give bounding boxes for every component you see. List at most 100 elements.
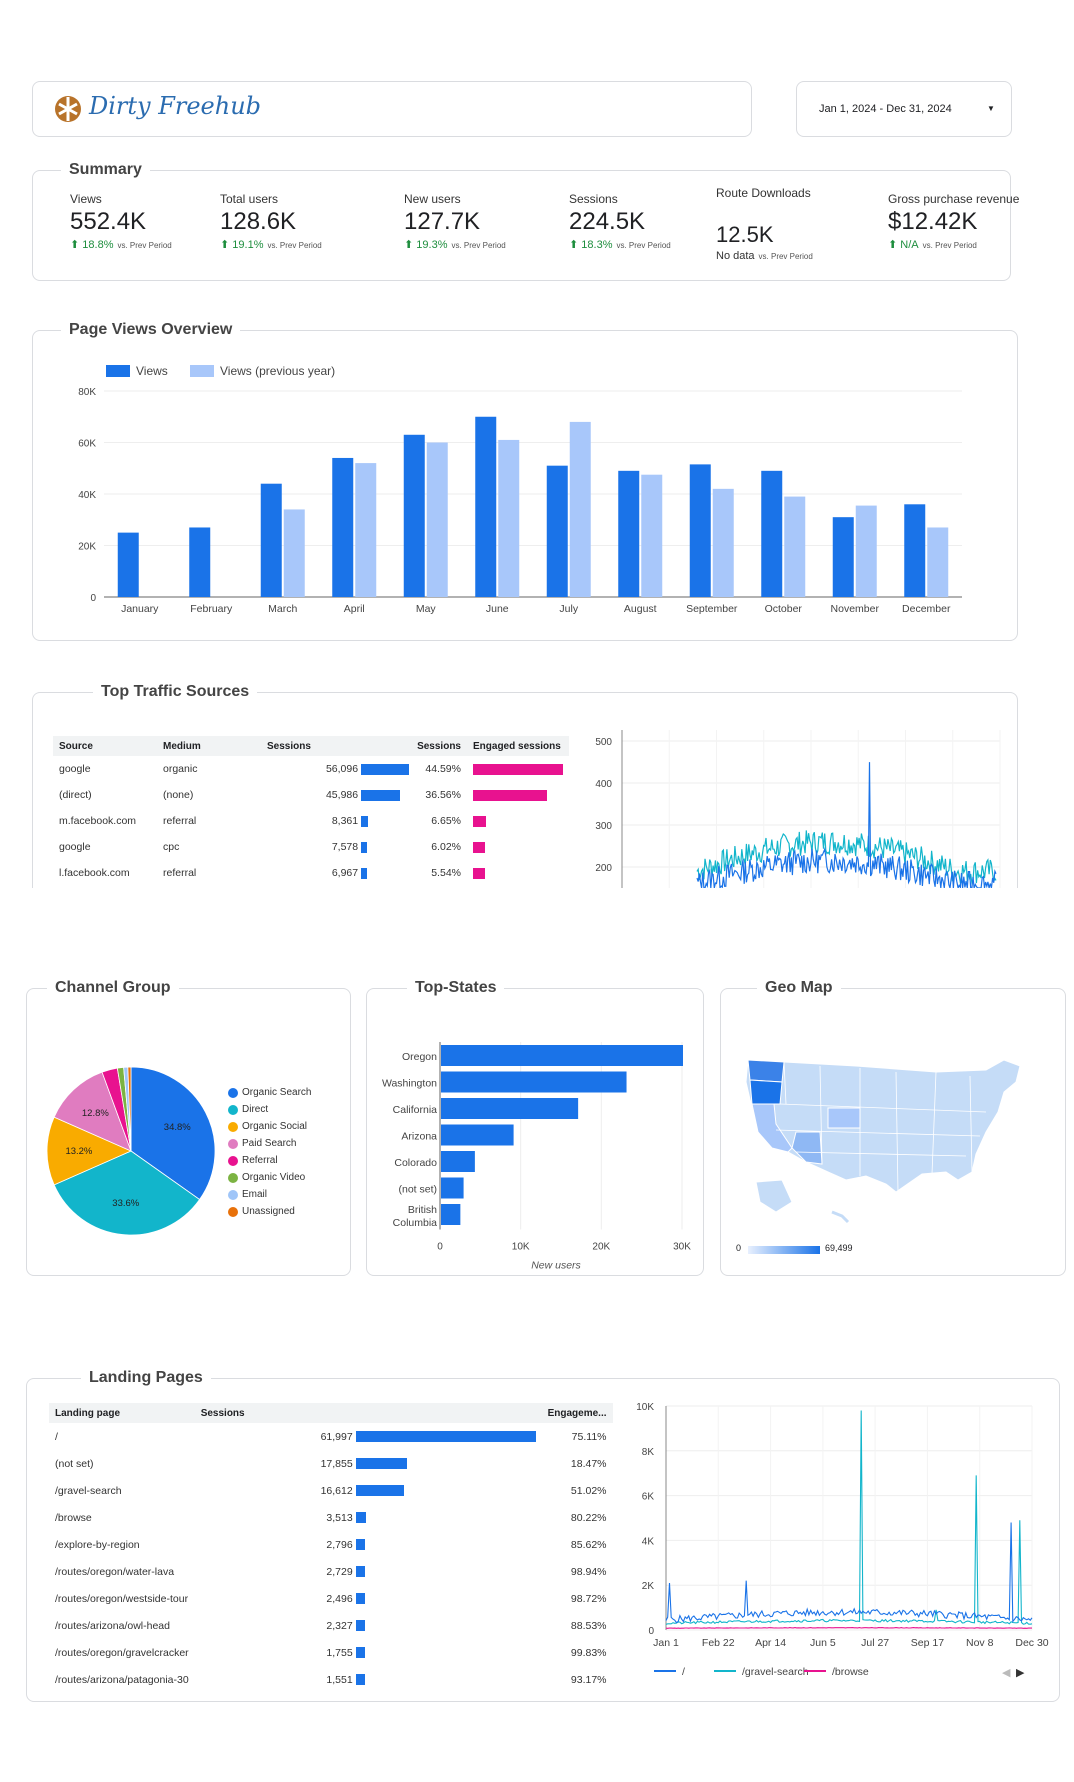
bar-0-5[interactable] (475, 416, 497, 597)
col-source[interactable]: Source (53, 736, 157, 756)
sessions-bar (361, 867, 367, 879)
col-medium[interactable]: Medium (157, 736, 261, 756)
bar-1-5[interactable] (498, 439, 520, 597)
bar-0-1[interactable] (189, 527, 211, 597)
sessions-bar (355, 1674, 365, 1686)
table-row[interactable]: /routes/arizona/owl-head 2,327 88.53% (49, 1612, 613, 1639)
sessions-value: 2,327 (326, 1619, 353, 1632)
table-row[interactable]: (not set) 17,855 18.47% (49, 1450, 613, 1477)
legend-item[interactable]: Paid Search (228, 1135, 311, 1152)
legend-item[interactable]: Unassigned (228, 1203, 311, 1220)
bar-0-11[interactable] (904, 504, 926, 597)
states-bar-chart: 0 10K 20K 30K Oregon Washington California Ariz… (382, 1042, 691, 1270)
cell-sessions: 1,551 (195, 1666, 542, 1693)
bar-1-2[interactable] (283, 509, 305, 597)
cell-source: (direct) (59, 789, 92, 801)
legend-label[interactable]: Views (136, 364, 168, 378)
x-tick-label: 30K (673, 1242, 691, 1253)
table-row[interactable]: /explore-by-region 2,796 85.62% (49, 1531, 613, 1558)
state-bar-3[interactable] (441, 1124, 514, 1146)
pie-slice-7[interactable] (127, 1066, 132, 1152)
legend-next-icon[interactable]: ▶ (1016, 1667, 1025, 1679)
pie-slice-0[interactable] (130, 1066, 216, 1201)
cell-sessions-pct: 36.56% (425, 789, 461, 801)
state-bar-5[interactable] (441, 1177, 464, 1199)
table-row[interactable]: /gravel-search 16,612 51.02% (49, 1477, 613, 1504)
state-bar-0[interactable] (441, 1045, 683, 1066)
state-bar-1[interactable] (441, 1071, 627, 1093)
kpi-label: Views (70, 192, 102, 206)
table-row[interactable]: l.facebook.com referral 6,967 5.54% (53, 860, 569, 886)
bar-0-10[interactable] (832, 517, 854, 597)
legend-item[interactable]: Organic Search (228, 1084, 311, 1101)
pie-slice-2[interactable] (46, 1116, 132, 1186)
bar-1-10[interactable] (855, 505, 877, 597)
col-landing-sessions[interactable]: Sessions (194, 1403, 542, 1423)
legend-label[interactable]: /browse (832, 1666, 869, 1678)
pie-slice-label: 33.6% (112, 1198, 139, 1209)
y-tick-label: 60K (78, 439, 96, 450)
legend-item[interactable]: Organic Social (228, 1118, 311, 1135)
legend-item[interactable]: Email (228, 1186, 311, 1203)
bar-0-8[interactable] (689, 464, 711, 597)
x-tick-label: 20K (592, 1242, 610, 1253)
table-row[interactable]: /routes/oregon/gravelcracker 1,755 99.83% (49, 1639, 613, 1666)
table-row[interactable]: (direct) (none) 45,986 36.56% (53, 782, 569, 808)
table-row[interactable]: /routes/arizona/patagonia-30 1,551 93.17% (49, 1666, 613, 1693)
pie-slice-3[interactable] (53, 1071, 132, 1152)
header-logo-card: Dirty Freehub (32, 81, 752, 137)
engaged-bar (473, 789, 547, 801)
bar-0-9[interactable] (761, 470, 783, 597)
table-row[interactable]: m.facebook.com referral 8,361 6.65% (53, 808, 569, 834)
bar-0-7[interactable] (618, 470, 640, 597)
bar-0-4[interactable] (403, 434, 425, 597)
legend-swatch (106, 365, 130, 377)
kpi-0: Views 552.4K ⬆ 18.8% vs. Prev Period (70, 192, 172, 251)
bar-1-8[interactable] (712, 488, 734, 597)
bar-0-6[interactable] (546, 465, 568, 597)
col-landing-page[interactable]: Landing page (49, 1403, 195, 1423)
y-tick-label: 200 (595, 863, 612, 874)
legend-label[interactable]: Views (previous year) (220, 364, 335, 378)
date-range-picker[interactable]: Jan 1, 2024 - Dec 31, 2024 ▼ (796, 81, 1012, 137)
state-bar-6[interactable] (441, 1204, 461, 1225)
bar-0-0[interactable] (117, 532, 139, 597)
legend-label: Organic Video (242, 1172, 306, 1183)
bar-1-3[interactable] (355, 463, 377, 597)
legend-item[interactable]: Organic Video (228, 1169, 311, 1186)
bar-1-9[interactable] (784, 496, 806, 597)
sessions-value: 6,967 (331, 867, 359, 879)
bar-0-3[interactable] (332, 457, 354, 597)
table-row[interactable]: /routes/oregon/water-lava 2,729 98.94% (49, 1558, 613, 1585)
col-landing-engagement[interactable]: Engageme... (541, 1403, 613, 1423)
kpi-change-text: N/A (900, 239, 919, 251)
table-row[interactable]: /browse 3,513 80.22% (49, 1504, 613, 1531)
bar-1-11[interactable] (927, 527, 949, 597)
col-sessions[interactable]: Sessions (261, 736, 409, 756)
col-engaged[interactable]: Engaged sessions (467, 736, 569, 756)
bar-0-2[interactable] (260, 483, 282, 597)
table-row[interactable]: /routes/oregon/westside-tour 2,496 98.72% (49, 1585, 613, 1612)
pie-slice-1[interactable] (53, 1150, 201, 1236)
bar-1-4[interactable] (426, 442, 448, 598)
landing-title: Landing Pages (81, 1369, 211, 1387)
kpi-change: ⬆ N/A vs. Prev Period (888, 238, 1019, 251)
table-row[interactable]: / 61,997 75.11% (49, 1423, 613, 1450)
table-row[interactable]: google cpc 7,578 6.02% (53, 834, 569, 860)
sessions-bar (355, 1620, 365, 1632)
legend-label[interactable]: /gravel-search (742, 1666, 809, 1678)
state-bar-2[interactable] (441, 1098, 579, 1119)
sessions-bar (355, 1566, 365, 1578)
state-bar-4[interactable] (441, 1151, 475, 1172)
col-sessions-pct[interactable]: Sessions (409, 736, 467, 756)
us-map[interactable] (736, 1052, 1056, 1232)
legend-item[interactable]: Direct (228, 1101, 311, 1118)
table-row[interactable]: google organic 56,096 44.59% (53, 756, 569, 782)
kpi-change-text: 18.3% (581, 239, 613, 251)
cell-engagement: 98.94% (570, 1565, 607, 1578)
legend-item[interactable]: Referral (228, 1152, 311, 1169)
legend-label[interactable]: / (682, 1666, 685, 1678)
bar-1-6[interactable] (569, 421, 591, 597)
legend-prev-icon[interactable]: ◀ (1002, 1667, 1011, 1679)
bar-1-7[interactable] (641, 474, 663, 597)
